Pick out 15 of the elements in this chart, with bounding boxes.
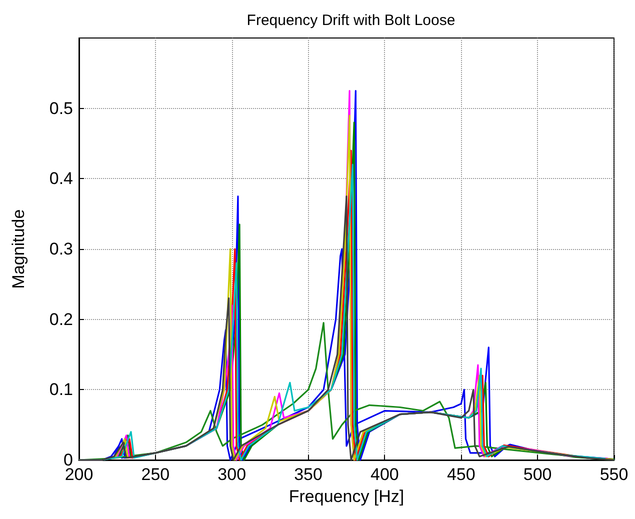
y-axis-title: Magnitude bbox=[9, 209, 28, 289]
y-tick-label: 0.2 bbox=[49, 310, 73, 329]
y-tick-label: 0.4 bbox=[49, 169, 73, 188]
x-tick-label: 550 bbox=[600, 465, 628, 484]
x-tick-label: 250 bbox=[141, 465, 170, 484]
x-tick-label: 450 bbox=[446, 465, 476, 484]
y-tick-label: 0.1 bbox=[49, 380, 73, 400]
y-tick-label: 0.3 bbox=[49, 240, 73, 258]
y-tick-label: 0.5 bbox=[49, 98, 73, 118]
x-tick-label: 300 bbox=[218, 465, 246, 484]
x-tick-label: 500 bbox=[523, 465, 552, 484]
x-tick-label: 350 bbox=[294, 465, 322, 484]
chart-title: Frequency Drift with Bolt Loose bbox=[246, 12, 456, 29]
x-axis-title: Frequency [Hz] bbox=[288, 487, 404, 506]
x-tick-label: 400 bbox=[370, 465, 399, 484]
